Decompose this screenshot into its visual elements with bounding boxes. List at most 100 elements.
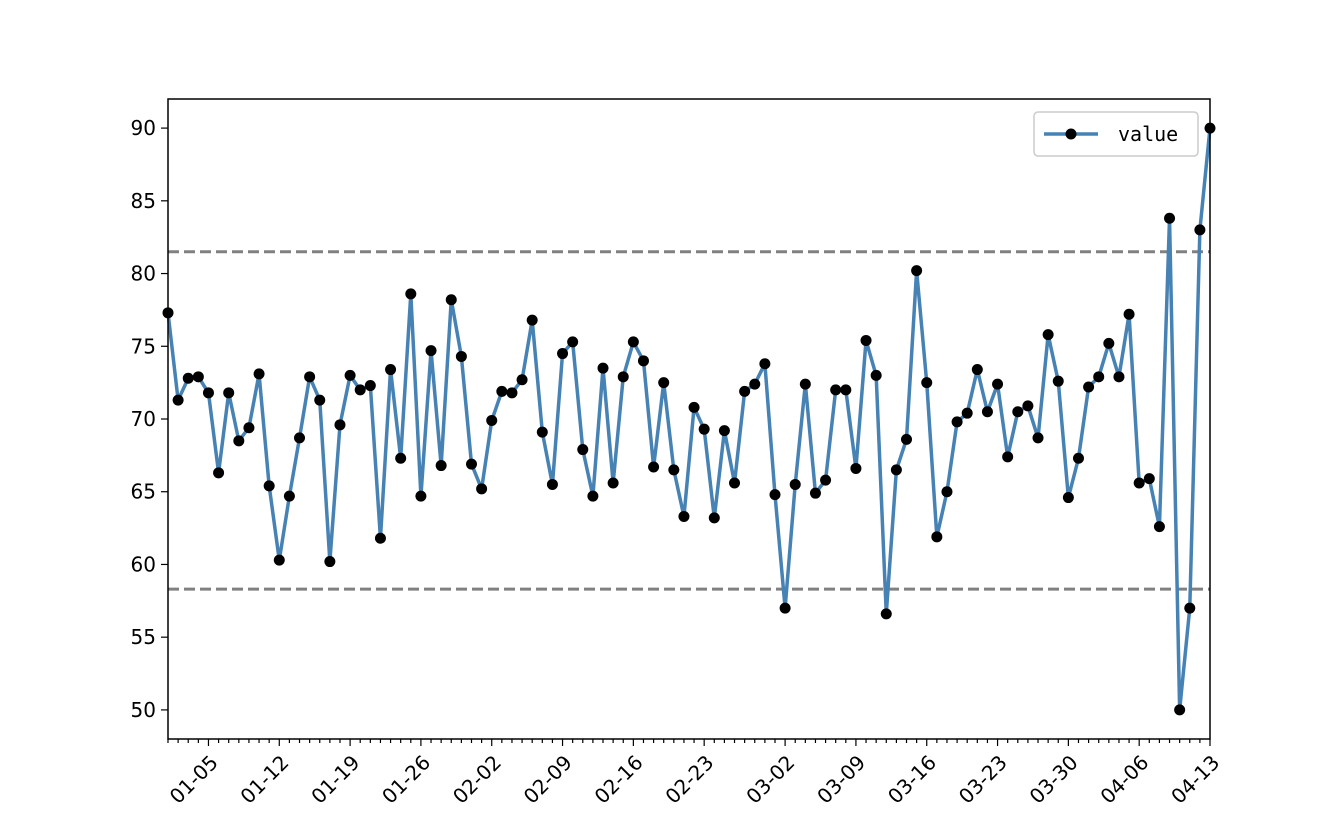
x-axis: 01-05 01-12 01-19 01-26 02-02 02-09 02-16 02-23… — [165, 739, 1224, 808]
data-point-51 — [668, 464, 680, 476]
data-point-24 — [395, 452, 407, 464]
data-point-65 — [809, 487, 821, 499]
data-point-28 — [435, 460, 447, 472]
legend: value — [1033, 111, 1199, 157]
data-point-54 — [698, 423, 710, 435]
data-point-27 — [425, 345, 437, 357]
legend-box — [1033, 111, 1199, 157]
data-point-89 — [1052, 375, 1064, 387]
series-line-value — [166, 127, 1212, 712]
data-point-88 — [1042, 329, 1054, 341]
data-point-68 — [840, 384, 852, 396]
x-tick-label: 02-23 — [660, 750, 718, 808]
y-tick-label: 55 — [131, 625, 156, 649]
data-point-84 — [1002, 451, 1014, 463]
data-point-53 — [688, 401, 700, 413]
data-point-86 — [1022, 400, 1034, 412]
data-point-76 — [921, 377, 933, 389]
data-point-4 — [192, 371, 204, 383]
data-point-87 — [1032, 432, 1044, 444]
data-point-46 — [617, 371, 629, 383]
data-point-19 — [344, 369, 356, 381]
data-point-52 — [678, 510, 690, 522]
data-point-43 — [587, 490, 599, 502]
data-point-97 — [1133, 477, 1145, 489]
data-point-57 — [729, 477, 741, 489]
data-point-59 — [749, 378, 761, 390]
legend-label: value — [1118, 122, 1178, 146]
data-point-31 — [466, 458, 477, 470]
data-point-10 — [253, 368, 265, 380]
data-point-49 — [648, 461, 660, 473]
legend-marker — [1065, 128, 1077, 140]
data-point-35 — [506, 387, 518, 399]
data-point-92 — [1083, 381, 1095, 393]
y-tick-label: 90 — [131, 116, 156, 140]
reference-lines — [168, 250, 1210, 591]
data-point-18 — [334, 419, 346, 431]
data-point-90 — [1062, 492, 1074, 504]
data-point-85 — [1012, 406, 1024, 418]
data-point-25 — [405, 288, 417, 300]
data-point-77 — [931, 531, 943, 543]
data-point-80 — [961, 407, 973, 419]
x-tick-label: 03-09 — [812, 750, 870, 808]
data-point-96 — [1123, 308, 1135, 320]
data-point-12 — [273, 554, 285, 566]
data-point-13 — [283, 490, 295, 502]
y-tick-label: 60 — [131, 552, 156, 576]
data-point-45 — [607, 477, 619, 489]
data-point-102 — [1184, 602, 1196, 614]
y-axis: 50 55 60 65 70 75 80 85 90 — [131, 116, 168, 722]
data-point-70 — [860, 334, 872, 346]
data-point-47 — [627, 336, 639, 348]
data-point-41 — [567, 336, 579, 348]
y-tick-label: 50 — [131, 698, 156, 722]
x-tick-label: 01-26 — [377, 750, 435, 808]
data-point-23 — [385, 364, 397, 376]
data-point-6 — [213, 467, 225, 479]
x-tick-label: 01-19 — [306, 750, 364, 808]
data-point-9 — [243, 422, 255, 434]
data-point-21 — [364, 380, 376, 392]
x-tick-label: 03-30 — [1025, 750, 1083, 808]
data-point-2 — [172, 394, 184, 406]
data-point-93 — [1093, 371, 1105, 383]
data-point-37 — [526, 314, 538, 326]
data-point-72 — [880, 608, 892, 620]
y-tick-label: 80 — [131, 262, 156, 286]
x-tick-label: 04-06 — [1095, 750, 1153, 808]
data-point-60 — [759, 358, 771, 370]
data-point-100 — [1164, 212, 1176, 224]
y-tick-label: 85 — [131, 189, 156, 213]
data-point-99 — [1153, 521, 1165, 533]
data-point-91 — [1072, 452, 1084, 464]
data-point-79 — [951, 416, 963, 428]
data-point-36 — [516, 374, 528, 386]
data-point-61 — [769, 489, 781, 501]
x-tick-label: 02-09 — [519, 750, 577, 808]
data-point-20 — [354, 384, 366, 396]
data-point-67 — [830, 384, 842, 396]
data-point-29 — [445, 294, 457, 306]
x-tick-label: 04-13 — [1166, 750, 1224, 808]
x-tick-label: 01-05 — [165, 750, 223, 808]
x-tick-label: 02-02 — [448, 750, 506, 808]
data-markers — [162, 122, 1216, 716]
data-point-75 — [911, 265, 923, 277]
data-point-16 — [314, 394, 326, 406]
data-point-42 — [577, 444, 589, 456]
x-tick-label: 03-23 — [954, 750, 1012, 808]
plot-frame — [167, 98, 1211, 740]
data-point-40 — [557, 348, 569, 360]
data-point-66 — [820, 474, 832, 486]
data-point-26 — [415, 490, 427, 502]
data-point-5 — [202, 387, 214, 399]
data-point-44 — [597, 362, 609, 374]
x-tick-label: 01-12 — [235, 750, 293, 808]
x-tick-label: 03-02 — [741, 750, 799, 808]
data-point-103 — [1194, 224, 1206, 236]
data-point-82 — [981, 406, 993, 418]
data-point-56 — [718, 425, 730, 437]
